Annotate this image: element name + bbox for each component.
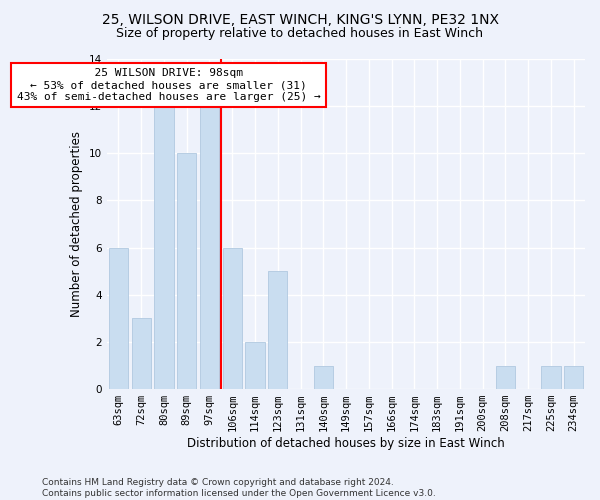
Bar (177, 154, 196, 389)
Bar (200, 106, 219, 389)
Bar (245, 342, 265, 389)
Bar (154, 106, 173, 389)
Bar (564, 366, 583, 389)
Bar (496, 366, 515, 389)
Y-axis label: Number of detached properties: Number of detached properties (70, 131, 83, 317)
Bar (268, 271, 287, 389)
Text: 25, WILSON DRIVE, EAST WINCH, KING'S LYNN, PE32 1NX: 25, WILSON DRIVE, EAST WINCH, KING'S LYN… (101, 12, 499, 26)
Text: Contains HM Land Registry data © Crown copyright and database right 2024.
Contai: Contains HM Land Registry data © Crown c… (42, 478, 436, 498)
Text: 25 WILSON DRIVE: 98sqm  
← 53% of detached houses are smaller (31)
43% of semi-d: 25 WILSON DRIVE: 98sqm ← 53% of detached… (17, 68, 320, 102)
Bar (541, 366, 560, 389)
Bar (223, 248, 242, 389)
Bar (109, 248, 128, 389)
Text: Size of property relative to detached houses in East Winch: Size of property relative to detached ho… (116, 28, 484, 40)
Bar (131, 318, 151, 389)
Bar (314, 366, 333, 389)
X-axis label: Distribution of detached houses by size in East Winch: Distribution of detached houses by size … (187, 437, 505, 450)
